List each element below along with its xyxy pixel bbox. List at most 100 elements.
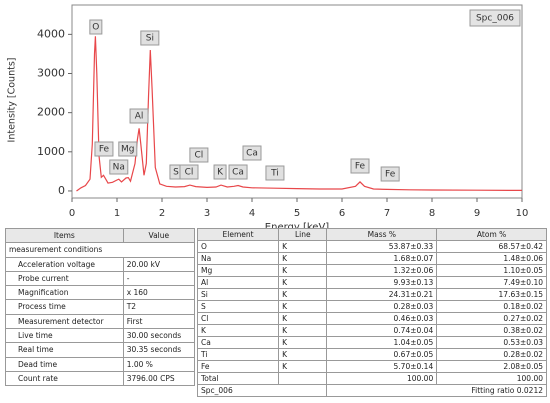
- table-cell: 1.10±0.05: [436, 264, 547, 277]
- table-cell: 0.46±0.03: [326, 312, 438, 325]
- table-cell: Mg: [196, 264, 280, 277]
- peak-label: Fe: [385, 170, 396, 180]
- y-tick-label: 3000: [37, 67, 65, 80]
- peak-label: Fe: [355, 162, 366, 172]
- table-row: Mg K 1.32±0.06 1.10±0.05: [196, 264, 547, 277]
- table-cell: First: [122, 313, 196, 330]
- table-cell: K: [278, 252, 328, 265]
- x-tick-label: 0: [69, 208, 75, 219]
- table-cell: 1.48±0.06: [436, 252, 547, 265]
- column-header: Value: [122, 227, 196, 244]
- peak-label-box: [380, 166, 400, 182]
- peak-label: O: [92, 23, 99, 33]
- total-atom: 100.00: [436, 372, 547, 385]
- table-cell: Real time: [5, 342, 124, 358]
- x-tick-label: 8: [429, 208, 435, 219]
- peak-label: Fe: [99, 145, 110, 155]
- footer-left: Spc_006: [196, 384, 328, 397]
- total-row: Total 100.00 100.00: [196, 372, 547, 385]
- table-row: Probe current -: [5, 270, 196, 287]
- table-row: Real time 30.35 seconds: [5, 342, 196, 358]
- table-row: Al K 9.93±0.13 7.49±0.10: [196, 276, 547, 289]
- x-tick-label: 2: [159, 208, 165, 219]
- header-row: Items Value: [5, 227, 196, 244]
- table-row: Process time T2: [5, 299, 196, 315]
- peak-label-box: [228, 164, 248, 180]
- table-cell: 1.00 %: [122, 356, 196, 372]
- peak-label: Mg: [121, 145, 134, 155]
- table-cell: K: [196, 324, 280, 337]
- column-header: Mass %: [326, 228, 438, 241]
- table-row: Magnification x 160: [5, 285, 196, 301]
- table-cell: Probe current: [5, 270, 124, 287]
- x-tick-label: 5: [294, 208, 300, 219]
- table-cell: 0.38±0.02: [436, 324, 547, 337]
- table-cell: 24.31±0.21: [326, 288, 438, 301]
- peak-label: Al: [135, 112, 144, 122]
- peak-label: S: [173, 168, 179, 178]
- table-cell: Process time: [5, 299, 124, 315]
- y-tick-label: 0: [58, 184, 65, 197]
- table-cell: O: [196, 240, 280, 253]
- table-cell: K: [278, 348, 328, 361]
- table-row: Count rate 3796.00 CPS: [5, 370, 196, 387]
- table-cell: 0.18±0.02: [436, 300, 547, 313]
- total-mass: 100.00: [326, 372, 438, 385]
- table-cell: 7.49±0.10: [436, 276, 547, 289]
- table-row: O K 53.87±0.33 68.57±0.42: [196, 240, 547, 253]
- table-row: S K 0.28±0.03 0.18±0.02: [196, 300, 547, 313]
- x-tick-label: 7: [384, 208, 390, 219]
- table-cell: 20.00 kV: [122, 256, 196, 272]
- table-row: Ca K 1.04±0.05 0.53±0.03: [196, 336, 547, 349]
- table-cell: K: [278, 288, 328, 301]
- peak-label: Ca: [232, 168, 244, 178]
- conditions-table: Items Value measurement conditions Accelera…: [5, 227, 196, 387]
- column-header: Element: [196, 228, 280, 241]
- peak-label-box: [94, 141, 114, 157]
- table-row: Ti K 0.67±0.05 0.28±0.02: [196, 348, 547, 361]
- table-cell: Dead time: [5, 356, 124, 372]
- x-tick-label: 3: [204, 208, 210, 219]
- total-label: Total: [196, 372, 280, 385]
- spectrum-line: [76, 36, 523, 192]
- peak-label-box: [109, 159, 129, 175]
- table-cell: K: [278, 312, 328, 325]
- x-tick-label: 9: [474, 208, 480, 219]
- footer-row: Spc_006 Fitting ratio 0.0212: [196, 384, 547, 397]
- table-cell: Ti: [196, 348, 280, 361]
- table-cell: 9.93±0.13: [326, 276, 438, 289]
- x-tick-label: 6: [339, 208, 345, 219]
- table-cell: -: [122, 270, 196, 287]
- table-cell: 0.74±0.04: [326, 324, 438, 337]
- table-cell: K: [278, 360, 328, 373]
- column-header: Items: [5, 227, 124, 244]
- table-cell: Al: [196, 276, 280, 289]
- plot-frame: [71, 4, 523, 199]
- table-cell: 2.08±0.05: [436, 360, 547, 373]
- table-cell: Ca: [196, 336, 280, 349]
- peak-label: Cl: [185, 168, 194, 178]
- table-row: K K 0.74±0.04 0.38±0.02: [196, 324, 547, 337]
- table-cell: 68.57±0.42: [436, 240, 547, 253]
- y-axis-label: Intensity [Counts]: [7, 58, 18, 143]
- table-cell: 1.68±0.07: [326, 252, 438, 265]
- table-row: Dead time 1.00 %: [5, 356, 196, 372]
- table-cell: 1.04±0.05: [326, 336, 438, 349]
- table-cell: 0.28±0.02: [436, 348, 547, 361]
- table-cell: T2: [122, 299, 196, 315]
- table-cell: 0.53±0.03: [436, 336, 547, 349]
- table-row: Acceleration voltage 20.00 kV: [5, 256, 196, 272]
- table-cell: K: [278, 324, 328, 337]
- table-cell: 0.67±0.05: [326, 348, 438, 361]
- table-cell: Count rate: [5, 370, 124, 387]
- table-cell: 3796.00 CPS: [122, 370, 196, 387]
- table-cell: Cl: [196, 312, 280, 325]
- table-cell: 30.00 seconds: [122, 328, 196, 344]
- x-tick-label: 1: [114, 208, 120, 219]
- spectrum-name: Spc_006: [476, 14, 514, 24]
- column-header: Line: [278, 228, 328, 241]
- table-cell: Si: [196, 288, 280, 301]
- y-tick-label: 1000: [37, 145, 65, 158]
- x-tick-label: 4: [249, 208, 255, 219]
- peak-label: Cl: [195, 151, 204, 161]
